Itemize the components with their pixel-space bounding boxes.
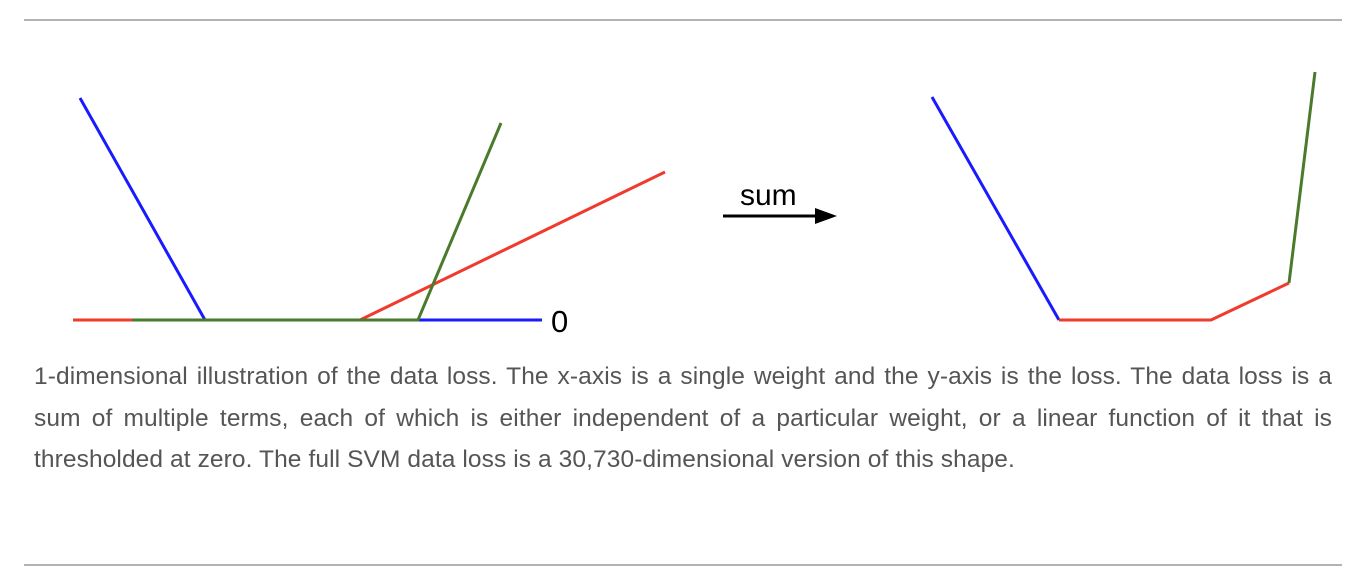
sum-arrow: sum: [723, 179, 837, 224]
top-divider: [24, 19, 1342, 21]
data-loss-figure: 0 sum: [73, 71, 1317, 339]
sum-green-segment: [1287, 71, 1317, 284]
zero-label: 0: [551, 304, 568, 339]
green-term-line: [132, 122, 503, 322]
right-panel-sum: [930, 71, 1317, 322]
figure-caption: 1-dimensional illustration of the data l…: [34, 363, 1332, 473]
sum-red-segment: [1059, 281, 1290, 322]
bottom-divider: [24, 564, 1342, 566]
sum-label: sum: [740, 179, 797, 212]
sum-blue-segment: [930, 96, 1061, 321]
blue-term-line: [78, 97, 542, 322]
arrow-head-icon: [815, 208, 837, 224]
left-panel-terms: 0: [73, 97, 666, 339]
